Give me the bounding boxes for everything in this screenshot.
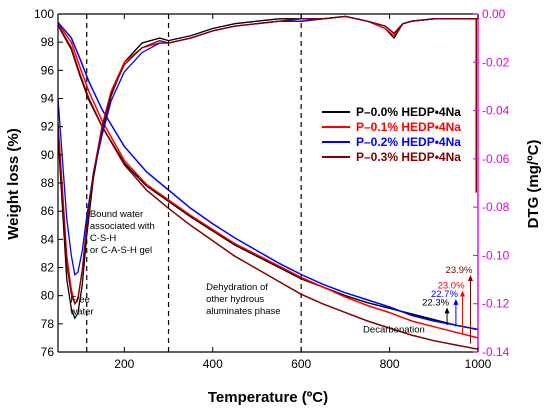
dtg-line-p-0-3-hedp-4na: [57, 15, 478, 306]
weight-loss-lines: [57, 21, 479, 350]
region-label-line: or C-A-S-H gel: [90, 245, 152, 256]
weight-loss-line-p-0-3-hedp-4na: [57, 24, 479, 350]
region-label-line: Dehydration of: [206, 282, 268, 293]
region-label-line: Free: [70, 295, 90, 306]
region-label-bound-water: Bound water associated with C-S-H or C-A-S-…: [90, 209, 155, 256]
y-right-tick-label-0-04: -0.04: [482, 104, 510, 118]
y-right-tick-label-0-10: -0.10: [482, 248, 510, 262]
x-tick-label-200: 200: [114, 357, 134, 371]
x-axis-title: Temperature (ºC): [208, 389, 328, 406]
y-axis-right-title: DTG (mg/ºC): [525, 140, 542, 229]
weight-loss-line-p-0-2-hedp-4na: [57, 21, 479, 331]
y-left-tick-label-88: 88: [41, 176, 55, 190]
y-right-tick-label-0-02: -0.02: [482, 55, 510, 69]
y-axis-left-title: Weight loss (%): [5, 128, 22, 239]
y-left-tick-label-92: 92: [41, 120, 55, 134]
region-label-dehydration-of: Dehydration of other hydrous aluminates ph…: [206, 282, 280, 317]
mass-loss-label-22-7: 22.7%: [431, 289, 458, 300]
axes: 200 400 600 800 1000 76 78 80 82 84 86 88 90 92 94 96 98…: [34, 7, 510, 371]
legend-label-p-0-0-hedp-4na: P–0.0% HEDP•4Na: [356, 105, 461, 119]
y-left-tick-label-76: 76: [41, 345, 55, 359]
y-left-tick-label-84: 84: [41, 232, 55, 246]
dtg-lines: [57, 15, 478, 320]
region-label-line: associated with: [90, 221, 155, 232]
y-right-tick-label-0-12: -0.12: [482, 297, 510, 311]
region-label-line: Bound water: [90, 209, 143, 220]
y-left-tick-label-80: 80: [41, 289, 55, 303]
region-label-line: water: [69, 307, 93, 318]
y-right-tick-label-0-00: 0.00: [482, 7, 506, 21]
mass-loss-annotations: 22.3%22.7%23.0% 23.9%: [422, 265, 473, 344]
x-tick-label-400: 400: [203, 357, 223, 371]
region-label-line: C-S-H: [90, 233, 117, 244]
dtg-line-p-0-0-hedp-4na: [57, 15, 478, 320]
y-left-tick-label-98: 98: [41, 35, 55, 49]
legend-label-p-0-1-hedp-4na: P–0.1% HEDP•4Na: [356, 120, 461, 134]
mass-loss-arrowhead-23-9: [467, 274, 473, 281]
region-label-decarbonation: Decarbonation: [363, 324, 425, 335]
mass-loss-arrowhead-23-0: [460, 290, 466, 297]
y-left-tick-label-96: 96: [41, 63, 55, 77]
region-label-line: aluminates phase: [206, 306, 280, 317]
y-left-tick-label-94: 94: [41, 92, 55, 106]
y-left-tick-label-90: 90: [41, 148, 55, 162]
y-left-tick-label-86: 86: [41, 204, 55, 218]
y-left-tick-label-82: 82: [41, 261, 55, 275]
mass-loss-arrowhead-22-3: [444, 307, 450, 314]
y-right-tick-label-0-14: -0.14: [482, 345, 510, 359]
region-labels: Free water Bound water associated with C-S-H…: [69, 209, 424, 335]
y-left-tick-label-100: 100: [34, 7, 54, 21]
legend-label-p-0-3-hedp-4na: P–0.3% HEDP•4Na: [356, 150, 461, 164]
legend-label-p-0-2-hedp-4na: P–0.2% HEDP•4Na: [356, 135, 461, 149]
y-right-tick-label-0-08: -0.08: [482, 200, 510, 214]
region-label-line: other hydrous: [206, 294, 264, 305]
mass-loss-label-23-0: 23.0%: [438, 280, 465, 291]
mass-loss-label-23-9: 23.9%: [446, 265, 473, 276]
y-right-tick-label-0-06: -0.06: [482, 152, 510, 166]
x-tick-label-1000: 1000: [465, 357, 492, 371]
mass-loss-label-22-3: 22.3%: [422, 297, 449, 308]
x-tick-label-600: 600: [291, 357, 311, 371]
region-label-free: Free water: [69, 295, 93, 318]
y-left-tick-label-78: 78: [41, 317, 55, 331]
region-dividers: [86, 14, 302, 352]
region-label-line: Decarbonation: [363, 324, 425, 335]
x-tick-label-800: 800: [380, 357, 400, 371]
mass-loss-arrowhead-22-7: [453, 298, 459, 305]
weight-loss-line-p-0-1-hedp-4na: [57, 23, 479, 339]
